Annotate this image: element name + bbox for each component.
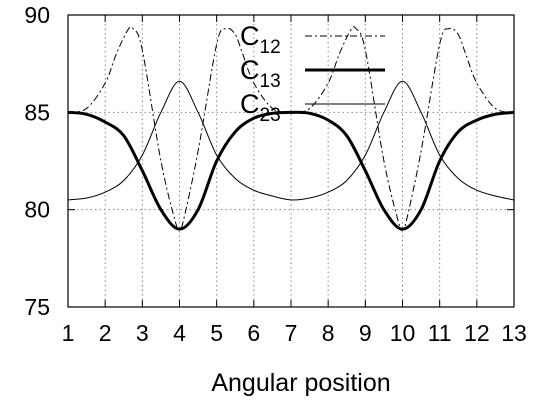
ticks xyxy=(67,14,515,308)
x-tick-label: 2 xyxy=(99,320,112,346)
x-tick-label: 1 xyxy=(62,320,75,346)
x-tick-label: 5 xyxy=(210,320,223,346)
legend-label-c13: C13 xyxy=(240,55,281,92)
legend-label-subscript: 12 xyxy=(260,37,281,58)
x-tick-label: 4 xyxy=(173,320,186,346)
plot-series xyxy=(67,26,515,232)
series-line-c23 xyxy=(67,80,515,201)
legend-label-base: C xyxy=(240,55,260,85)
y-tick-label: 85 xyxy=(24,99,50,125)
legend-label-base: C xyxy=(240,21,260,51)
y-tick-label: 90 xyxy=(24,2,50,28)
legend-label-c12: C12 xyxy=(240,21,281,58)
x-tick-label: 11 xyxy=(428,320,452,346)
series-line-c13 xyxy=(67,110,515,231)
legend-label-base: C xyxy=(240,89,260,119)
x-tick-label: 6 xyxy=(247,320,260,346)
x-tick-label: 10 xyxy=(390,320,416,346)
legend-label-c23: C23 xyxy=(240,89,281,126)
x-tick-label: 8 xyxy=(322,320,335,346)
series-line-c12 xyxy=(67,26,515,232)
legend-label-subscript: 23 xyxy=(260,105,281,126)
y-tick-label: 80 xyxy=(24,197,50,223)
x-tick-label: 7 xyxy=(285,320,298,346)
x-axis-title: Angular position xyxy=(211,369,390,397)
x-tick-label: 9 xyxy=(359,320,372,346)
x-tick-label: 13 xyxy=(501,320,527,346)
y-tick-label: 75 xyxy=(24,294,50,320)
grid xyxy=(68,15,514,307)
x-tick-label: 3 xyxy=(136,320,149,346)
legend-label-subscript: 13 xyxy=(260,71,281,92)
x-tick-label: 12 xyxy=(464,320,490,346)
